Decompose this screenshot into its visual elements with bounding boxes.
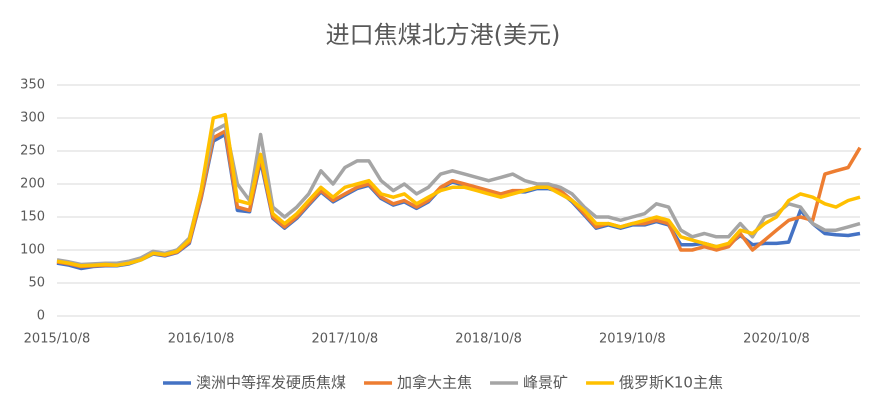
x-tick-label: 2017/10/8 [312, 332, 379, 347]
x-tick-label: 2020/10/8 [743, 332, 810, 347]
x-tick-label: 2019/10/8 [599, 332, 666, 347]
chart-title: 进口焦煤北方港(美元) [326, 21, 561, 49]
series-line [56, 112, 861, 268]
x-tick-label: 2018/10/8 [455, 332, 522, 347]
legend-label: 加拿大主焦 [397, 374, 472, 392]
y-tick-label: 200 [20, 177, 45, 192]
y-tick-label: 0 [37, 309, 45, 324]
y-tick-label: 50 [28, 276, 45, 291]
y-tick-label: 100 [20, 243, 45, 258]
legend: 澳洲中等挥发硬质焦煤 加拿大主焦 峰景矿 俄罗斯K10主焦 [163, 374, 723, 392]
y-tick-label: 300 [20, 111, 45, 126]
legend-label: 澳洲中等挥发硬质焦煤 [196, 374, 346, 392]
y-tick-label: 150 [20, 210, 45, 225]
x-tick-label: 2015/10/8 [24, 332, 91, 347]
y-tick-label: 250 [20, 144, 45, 159]
legend-label: 峰景矿 [523, 374, 568, 392]
series-line [56, 122, 861, 267]
y-tick-label: 350 [20, 78, 45, 93]
x-tick-label: 2016/10/8 [168, 332, 235, 347]
legend-label: 俄罗斯K10主焦 [619, 374, 723, 392]
